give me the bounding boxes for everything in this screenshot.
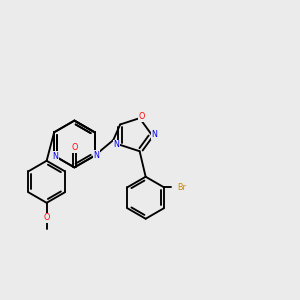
Text: N: N (93, 151, 99, 160)
Text: Br: Br (177, 183, 186, 192)
Text: N: N (114, 140, 119, 149)
Text: O: O (71, 143, 78, 152)
Text: O: O (44, 213, 50, 222)
Text: N: N (152, 130, 158, 139)
Text: O: O (139, 112, 145, 121)
Text: N: N (53, 152, 58, 161)
